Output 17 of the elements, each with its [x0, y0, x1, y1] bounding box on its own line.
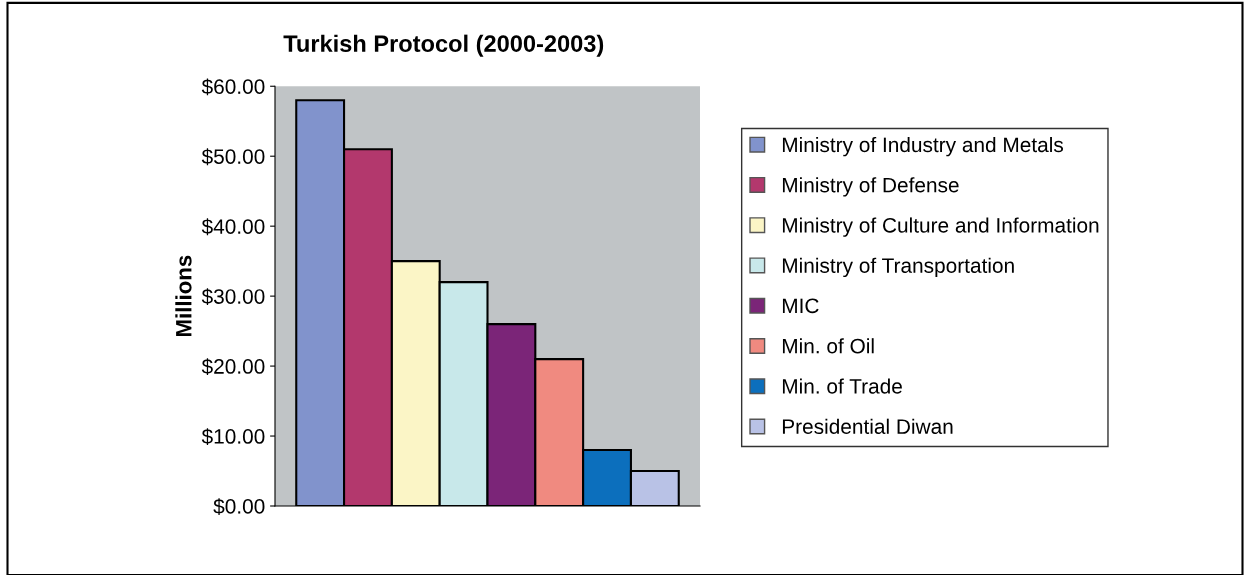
y-tick-label: $10.00 [201, 428, 265, 446]
legend-label: Ministry of Defense [782, 177, 959, 197]
y-tick-label: $0.00 [213, 498, 265, 515]
y-tick-label: $60.00 [201, 78, 265, 96]
y-tick-label: $50.00 [201, 148, 265, 166]
legend-label: Min. of Trade [782, 378, 902, 394]
legend-label: Ministry of Culture and Information [782, 217, 1099, 237]
legend-label: Presidential Diwan [782, 418, 953, 434]
legend-label: Ministry of Transportation [782, 257, 1014, 278]
legend-label: MIC [782, 298, 819, 314]
y-tick-label: $30.00 [201, 288, 265, 306]
y-axis-title: Millions [175, 255, 192, 336]
legend-label: Ministry of Industry and Metals [782, 136, 1064, 157]
y-tick-label: $40.00 [201, 218, 265, 236]
y-tick-label: $20.00 [201, 358, 265, 376]
legend-label: Min. of Oil [782, 338, 874, 354]
chart-title: Turkish Protocol (2000-2003) [283, 34, 604, 57]
